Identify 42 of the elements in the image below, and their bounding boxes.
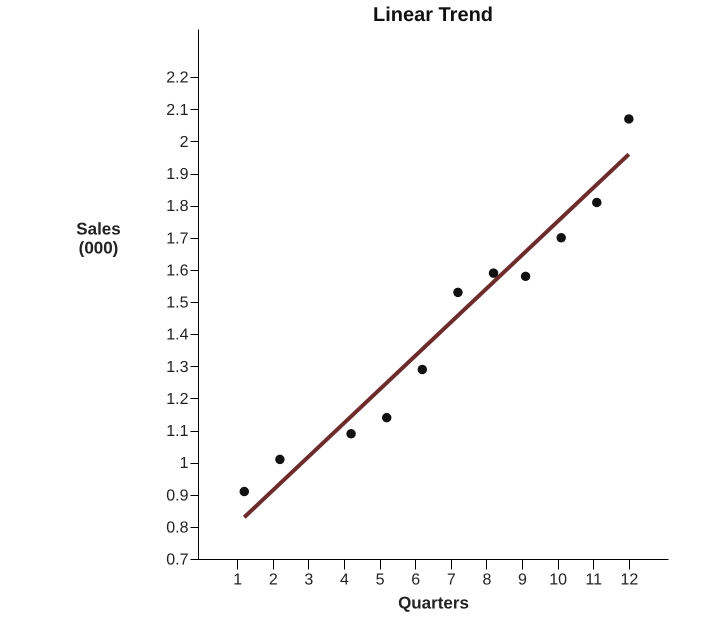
x-tick-label: 8 <box>482 572 492 588</box>
y-tick-label: 2 <box>180 134 189 151</box>
point <box>418 364 428 374</box>
y-tick-label: 0.8 <box>166 519 189 536</box>
x-tick-label: 10 <box>549 572 568 588</box>
point <box>275 454 285 464</box>
x-tick-label: 5 <box>376 572 385 588</box>
x-tick-label: 2 <box>268 572 278 588</box>
x-tick-label: 6 <box>411 572 420 588</box>
y-tick-label: 0.7 <box>166 552 189 568</box>
y-tick-label: 1 <box>180 455 189 472</box>
y-tick-label: 1.2 <box>166 390 189 408</box>
y-tick-label: 2.2 <box>166 70 189 87</box>
chart-title: Linear Trend <box>372 4 494 26</box>
x-tick-label: 12 <box>620 572 638 588</box>
x-tick-label: 3 <box>304 572 314 588</box>
point <box>453 288 463 298</box>
y-tick-label: 1.3 <box>166 358 189 376</box>
point <box>624 114 634 124</box>
y-tick-label: 2.1 <box>166 102 189 119</box>
y-tick-label: 1.8 <box>166 198 189 216</box>
y-axis-title: Sales (000) <box>76 220 121 258</box>
point <box>556 233 566 243</box>
x-tick-label: 4 <box>340 572 350 588</box>
point <box>346 428 356 438</box>
point <box>592 198 602 208</box>
y-tick-label: 1.7 <box>166 230 189 248</box>
y-tick-label: 1.6 <box>166 262 189 280</box>
point <box>240 486 250 496</box>
point <box>520 272 530 282</box>
y-tick-label: 1.1 <box>166 423 189 440</box>
x-tick-label: 11 <box>585 572 602 588</box>
y-tick-label: 0.9 <box>166 487 189 504</box>
y-tick-label: 1.9 <box>166 166 189 184</box>
y-tick-label: 1.5 <box>166 294 189 312</box>
point <box>382 412 392 422</box>
x-axis-title: Quarters <box>398 594 469 612</box>
x-tick-label: 9 <box>518 572 528 588</box>
y-tick-label: 1.4 <box>166 326 189 344</box>
x-tick-label: 7 <box>446 572 456 588</box>
point <box>488 268 498 278</box>
x-tick-label: 1 <box>233 572 242 588</box>
